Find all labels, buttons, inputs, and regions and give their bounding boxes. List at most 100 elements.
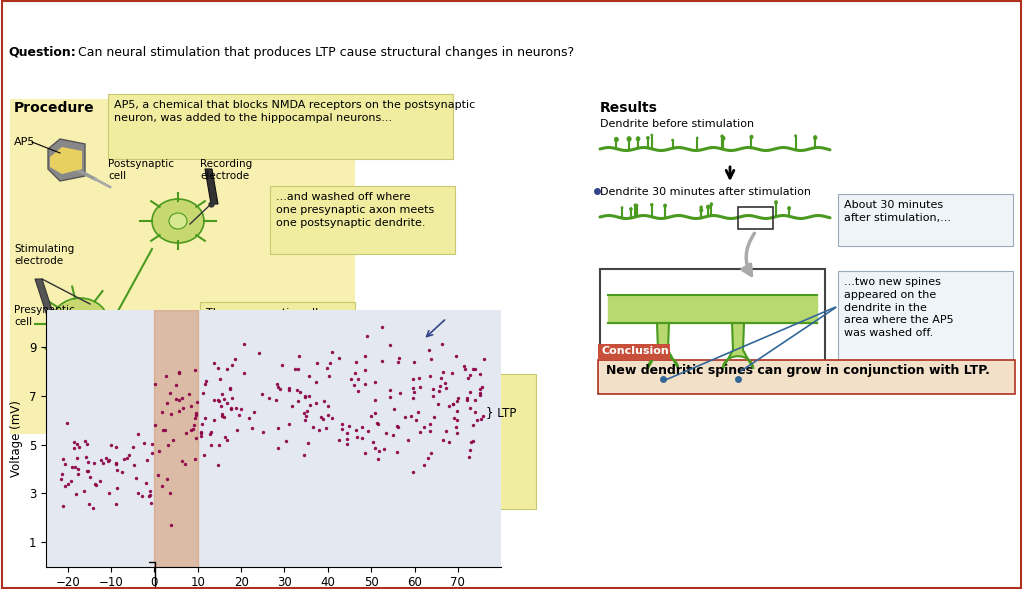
- Point: [226, 354, 242, 363]
- Point: [430, 399, 446, 408]
- Point: [350, 386, 366, 395]
- Point: [318, 423, 335, 433]
- Point: [456, 364, 473, 373]
- Point: [319, 411, 336, 420]
- Point: [188, 411, 205, 420]
- Point: [437, 378, 453, 388]
- Point: [211, 396, 227, 405]
- Point: [320, 401, 337, 411]
- Point: [76, 486, 92, 495]
- Point: [236, 369, 253, 378]
- Bar: [738, 207, 773, 229]
- Point: [141, 491, 158, 500]
- Point: [192, 428, 209, 437]
- Point: [236, 339, 253, 349]
- Point: [309, 358, 325, 368]
- Point: [290, 396, 306, 405]
- Text: ...two new spines
appeared on the
dendrite in the
area where the AP5
was washed : ...two new spines appeared on the dendri…: [844, 277, 953, 338]
- Point: [114, 467, 130, 477]
- Point: [458, 393, 475, 403]
- Point: [302, 401, 318, 410]
- Point: [281, 385, 298, 395]
- Polygon shape: [48, 139, 85, 181]
- Point: [420, 345, 437, 354]
- Point: [79, 439, 95, 449]
- Point: [206, 395, 222, 404]
- Point: [119, 453, 135, 462]
- Text: Question:: Question:: [8, 45, 76, 59]
- Point: [422, 354, 439, 363]
- Point: [60, 479, 77, 488]
- Point: [460, 373, 477, 382]
- Point: [447, 352, 463, 361]
- Point: [85, 503, 101, 512]
- Point: [159, 474, 175, 484]
- Point: [193, 428, 210, 437]
- Point: [464, 364, 481, 373]
- Point: [143, 449, 160, 458]
- Point: [254, 389, 270, 399]
- Point: [354, 434, 370, 443]
- Ellipse shape: [710, 203, 713, 206]
- Point: [214, 409, 230, 419]
- Point: [80, 466, 96, 475]
- Point: [65, 444, 82, 453]
- Point: [196, 451, 213, 460]
- Bar: [601, 269, 825, 379]
- Point: [343, 375, 359, 384]
- Ellipse shape: [627, 137, 631, 141]
- Point: [181, 389, 197, 399]
- Text: Stimulating
electrode: Stimulating electrode: [14, 244, 75, 266]
- Point: [130, 488, 146, 498]
- Point: [461, 370, 478, 379]
- Point: [357, 352, 373, 361]
- Point: [175, 403, 191, 412]
- Point: [143, 498, 160, 508]
- Point: [98, 454, 115, 463]
- Point: [406, 358, 422, 367]
- Point: [210, 460, 226, 469]
- Point: [330, 354, 347, 363]
- Ellipse shape: [700, 209, 703, 212]
- Point: [243, 423, 260, 433]
- Point: [311, 425, 327, 435]
- Point: [72, 442, 88, 452]
- Ellipse shape: [706, 205, 710, 209]
- Point: [375, 444, 392, 454]
- Point: [193, 431, 210, 441]
- Point: [203, 440, 219, 449]
- Point: [435, 368, 451, 377]
- Point: [107, 459, 124, 469]
- Point: [103, 440, 120, 449]
- Point: [79, 466, 95, 476]
- Point: [369, 454, 386, 464]
- Point: [341, 421, 357, 431]
- Point: [456, 361, 473, 370]
- Point: [213, 401, 229, 411]
- Point: [64, 462, 81, 471]
- Point: [472, 391, 488, 400]
- Ellipse shape: [70, 315, 90, 333]
- Point: [210, 396, 226, 405]
- Polygon shape: [205, 169, 218, 204]
- Point: [125, 442, 141, 452]
- Point: [469, 416, 485, 425]
- Point: [57, 481, 74, 491]
- Ellipse shape: [813, 135, 817, 140]
- Point: [185, 425, 202, 434]
- Point: [121, 451, 137, 460]
- Point: [164, 409, 180, 418]
- Point: [360, 426, 376, 436]
- Point: [425, 384, 441, 393]
- Point: [300, 439, 316, 448]
- Point: [318, 363, 335, 372]
- Point: [141, 487, 158, 496]
- Point: [108, 499, 125, 508]
- Point: [221, 383, 237, 393]
- Ellipse shape: [51, 298, 109, 350]
- Point: [81, 499, 97, 509]
- Point: [219, 435, 235, 444]
- Point: [188, 397, 205, 406]
- Ellipse shape: [721, 136, 725, 140]
- Point: [278, 436, 295, 445]
